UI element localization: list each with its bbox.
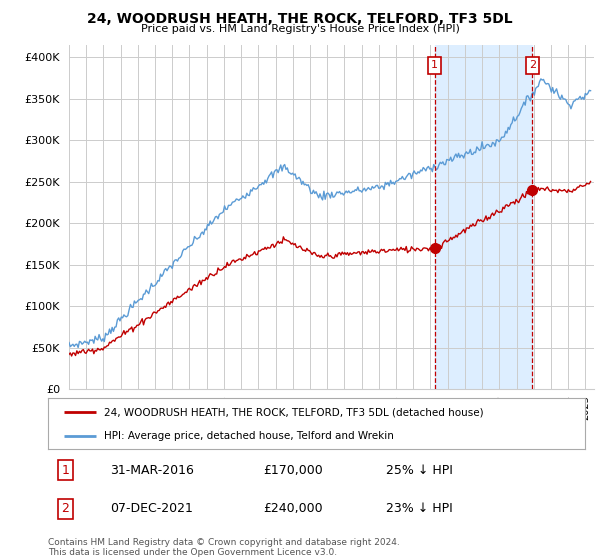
Text: 25% ↓ HPI: 25% ↓ HPI [386,464,453,477]
Text: Contains HM Land Registry data © Crown copyright and database right 2024.
This d: Contains HM Land Registry data © Crown c… [48,538,400,557]
Text: 31-MAR-2016: 31-MAR-2016 [110,464,194,477]
Text: 24, WOODRUSH HEATH, THE ROCK, TELFORD, TF3 5DL: 24, WOODRUSH HEATH, THE ROCK, TELFORD, T… [87,12,513,26]
Text: £170,000: £170,000 [263,464,323,477]
Text: 24, WOODRUSH HEATH, THE ROCK, TELFORD, TF3 5DL (detached house): 24, WOODRUSH HEATH, THE ROCK, TELFORD, T… [104,407,484,417]
Text: 2: 2 [61,502,70,515]
Text: 1: 1 [431,60,438,71]
Text: Price paid vs. HM Land Registry's House Price Index (HPI): Price paid vs. HM Land Registry's House … [140,24,460,34]
Text: 23% ↓ HPI: 23% ↓ HPI [386,502,453,515]
Text: 07-DEC-2021: 07-DEC-2021 [110,502,193,515]
Text: 1: 1 [61,464,70,477]
Text: 2: 2 [529,60,536,71]
Text: £240,000: £240,000 [263,502,322,515]
Bar [435,45,532,389]
Text: HPI: Average price, detached house, Telford and Wrekin: HPI: Average price, detached house, Telf… [104,431,394,441]
